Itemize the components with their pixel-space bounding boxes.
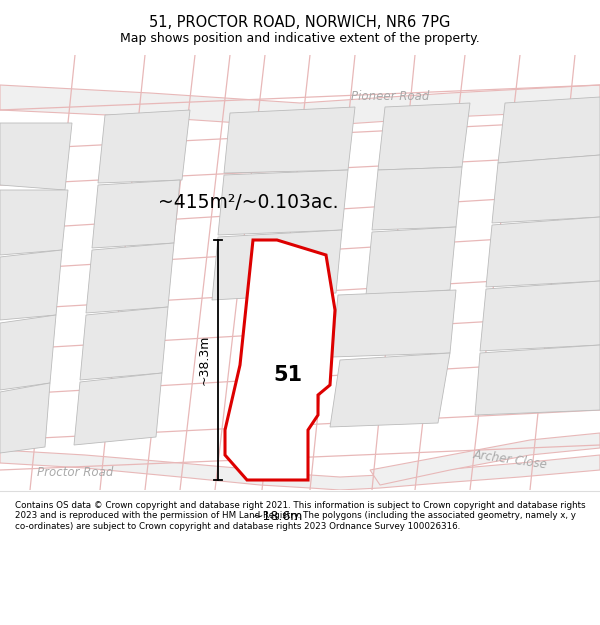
Polygon shape [0, 315, 56, 390]
Polygon shape [0, 383, 50, 453]
Text: ~18.6m: ~18.6m [253, 509, 302, 522]
Text: Pioneer Road: Pioneer Road [351, 91, 429, 104]
Polygon shape [0, 450, 600, 490]
Text: 51: 51 [274, 365, 302, 385]
Text: Archer Close: Archer Close [472, 448, 548, 472]
Polygon shape [92, 180, 180, 248]
Polygon shape [0, 250, 62, 320]
Polygon shape [492, 155, 600, 223]
Polygon shape [480, 281, 600, 351]
Polygon shape [330, 353, 450, 427]
Text: Contains OS data © Crown copyright and database right 2021. This information is : Contains OS data © Crown copyright and d… [15, 501, 586, 531]
Polygon shape [80, 307, 168, 380]
Polygon shape [0, 190, 68, 255]
Polygon shape [498, 97, 600, 163]
Text: ~38.3m: ~38.3m [197, 335, 211, 385]
Polygon shape [225, 240, 335, 480]
Polygon shape [366, 227, 456, 295]
Polygon shape [218, 170, 348, 235]
Polygon shape [86, 243, 174, 313]
Polygon shape [475, 345, 600, 415]
Text: ~415m²/~0.103ac.: ~415m²/~0.103ac. [158, 194, 338, 213]
Text: 51, PROCTOR ROAD, NORWICH, NR6 7PG: 51, PROCTOR ROAD, NORWICH, NR6 7PG [149, 16, 451, 31]
Polygon shape [74, 373, 162, 445]
Polygon shape [370, 433, 600, 485]
Polygon shape [372, 167, 462, 230]
Text: Map shows position and indicative extent of the property.: Map shows position and indicative extent… [120, 32, 480, 45]
Polygon shape [0, 123, 72, 190]
Polygon shape [224, 107, 355, 173]
Polygon shape [332, 290, 456, 357]
Polygon shape [0, 85, 600, 127]
Polygon shape [486, 217, 600, 287]
Polygon shape [98, 110, 190, 183]
Polygon shape [378, 103, 470, 170]
Polygon shape [212, 230, 342, 300]
Text: Proctor Road: Proctor Road [37, 466, 113, 479]
